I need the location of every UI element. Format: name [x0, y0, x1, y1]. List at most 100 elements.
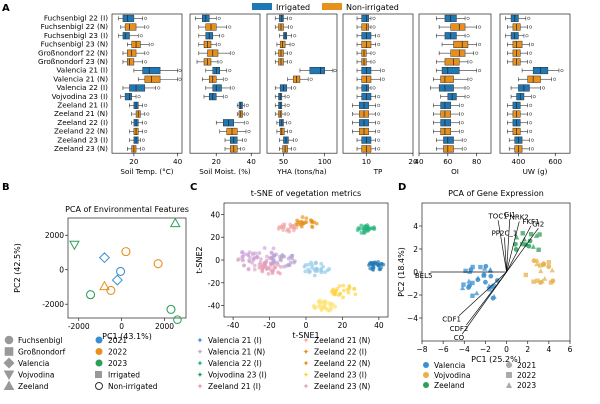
chart-title: t-SNE of vegetation metrics: [251, 189, 361, 198]
tsne-point: [279, 265, 283, 269]
outlier: [231, 51, 235, 55]
outlier: [217, 42, 221, 47]
loading-arrow: [504, 237, 507, 273]
point-valencia: [98, 252, 110, 264]
tick-label: 4: [546, 345, 551, 354]
outlier: [141, 147, 145, 151]
loading-arrow: [506, 221, 520, 273]
category-label: Fuchsenbigl 23 (I): [44, 31, 108, 40]
category-label: Fuchsenbigl 22 (N): [41, 22, 109, 31]
outlier: [178, 77, 182, 81]
tick-label: 60: [443, 157, 453, 166]
tsne-point: [310, 224, 314, 229]
point-zeeland: [99, 280, 110, 291]
outlier: [289, 129, 293, 133]
tsne-point: [282, 264, 287, 269]
tick-label: −2: [407, 291, 418, 300]
tick-label: 0: [59, 266, 64, 275]
category-label: Zeeland 22 (I): [57, 118, 108, 127]
legend-marker: ✦: [197, 382, 204, 391]
outlier: [478, 25, 482, 29]
legend-marker: ✦: [303, 336, 310, 345]
tsne-point: [362, 230, 367, 235]
outlier: [377, 147, 381, 151]
outlier: [242, 147, 246, 151]
tsne-point: [236, 258, 240, 262]
gene-point: [528, 232, 534, 237]
outlier: [294, 138, 298, 142]
point-non-irrigated: [121, 247, 131, 257]
tsne-point: [347, 285, 352, 289]
outlier: [529, 25, 533, 29]
box: [361, 23, 369, 31]
outlier: [221, 34, 225, 38]
box: [279, 127, 285, 135]
legend-swatch-non-irrigated: [322, 3, 342, 10]
gene-point: [537, 263, 543, 268]
axis-label: YHA (tons/ha): [276, 167, 327, 176]
gene-point: [491, 293, 497, 299]
tsne-point: [316, 299, 321, 304]
legend-site: Zeeland: [18, 382, 49, 391]
gene-point: [527, 238, 533, 244]
tsne-point: [341, 288, 346, 293]
category-label: Fuchsenbigl 23 (N): [41, 40, 109, 49]
outlier: [293, 86, 297, 90]
tsne-point: [371, 226, 376, 231]
tick-label: 2000: [155, 322, 174, 331]
outlier: [377, 121, 381, 125]
outlier: [291, 42, 295, 47]
outlier: [469, 60, 473, 64]
box: [144, 75, 161, 83]
tsne-point: [312, 273, 317, 278]
tsne-point: [279, 258, 283, 263]
outlier: [372, 51, 376, 55]
outlier: [560, 69, 564, 73]
tick-label: 50: [279, 157, 289, 166]
outlier: [245, 121, 249, 125]
tsne-point: [300, 221, 305, 226]
outlier: [289, 51, 293, 55]
tsne-point: [322, 306, 327, 311]
legend-year: 2023: [517, 381, 536, 390]
outlier: [460, 103, 464, 107]
outlier: [529, 129, 533, 133]
outlier: [478, 69, 482, 73]
x-axis-label: PC1 (25.2%): [471, 355, 521, 364]
tsne-point: [299, 224, 304, 229]
outlier: [475, 51, 479, 55]
tick-label: 20: [212, 157, 222, 166]
gene-point: [482, 265, 488, 271]
tick-label: 20: [408, 157, 418, 166]
tsne-point: [269, 268, 273, 272]
panel-label-a: A: [2, 3, 10, 14]
tsne-point: [333, 292, 338, 297]
box: [440, 75, 454, 83]
tick-label: -2000: [42, 300, 64, 309]
tsne-point: [269, 256, 274, 260]
outlier: [144, 129, 148, 133]
legend-label: Zeeland 21 (N): [314, 336, 370, 345]
outlier: [144, 103, 148, 107]
category-label: Zeeland 23 (N): [54, 144, 108, 153]
gene-point: [470, 293, 475, 298]
gene-point: [539, 278, 545, 284]
category-label: Zeeland 22 (N): [54, 127, 108, 136]
tsne-point: [303, 263, 308, 267]
category-label: Fuchsenbigl 22 (I): [44, 14, 108, 23]
gene-point: [463, 268, 468, 274]
legend-label: Zeeland 22 (N): [314, 359, 370, 368]
outlier: [553, 77, 557, 81]
point-fuchsenbigl: [173, 315, 182, 325]
tsne-point: [368, 260, 373, 265]
gene-point: [531, 279, 536, 284]
tsne-point: [245, 252, 250, 257]
outlier: [377, 103, 381, 107]
gene-point: [467, 283, 472, 289]
tsne-point: [240, 254, 245, 259]
tsne-point: [319, 270, 324, 275]
category-label: Großnondorf 23 (N): [38, 57, 108, 66]
legend-year-marker: [506, 372, 512, 378]
box: [438, 84, 454, 92]
